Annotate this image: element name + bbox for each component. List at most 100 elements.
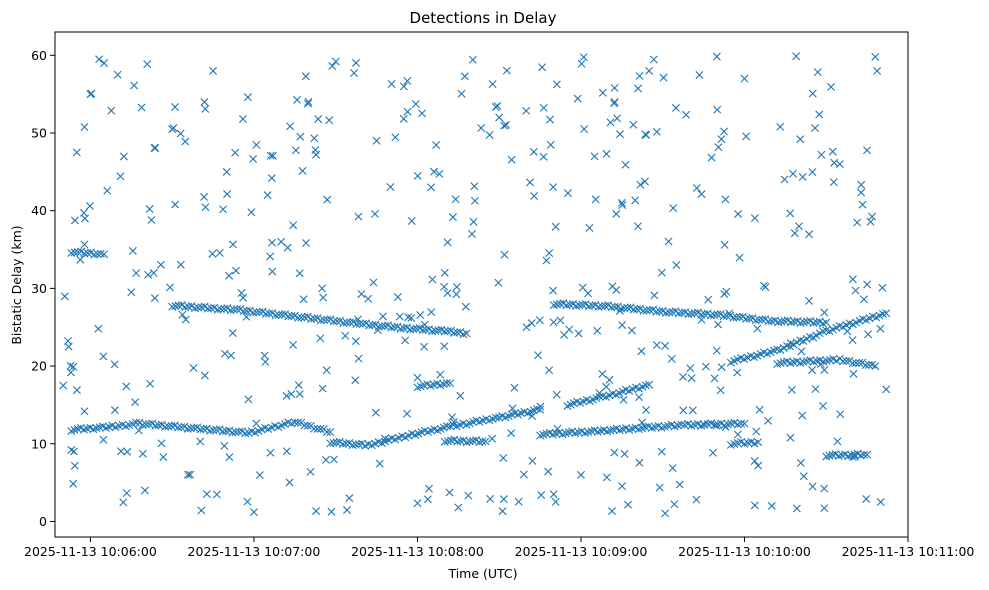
detection-marker-287 [700, 310, 709, 319]
detection-marker-290 [710, 311, 719, 319]
detection-marker-601 [882, 385, 891, 394]
detection-marker-50 [228, 428, 237, 437]
detection-marker-926 [830, 158, 839, 167]
detection-marker-912 [866, 217, 875, 226]
detection-marker-1020 [202, 490, 211, 499]
detection-marker-571 [304, 97, 313, 106]
detection-marker-822 [851, 452, 860, 461]
detection-marker-987 [612, 209, 621, 218]
detection-marker-307 [764, 317, 773, 326]
detection-marker-823 [549, 183, 558, 192]
detection-marker-167 [233, 305, 242, 314]
detection-marker-997 [759, 281, 768, 290]
detection-marker-1031 [535, 316, 544, 325]
detection-marker-626 [544, 467, 553, 476]
detection-marker-1025 [695, 70, 704, 79]
detection-marker-504 [96, 249, 105, 258]
detection-marker-803 [110, 406, 119, 415]
detection-marker-591 [713, 105, 722, 114]
detection-marker-1005 [449, 418, 458, 427]
detection-marker-77 [316, 424, 325, 433]
detection-marker-562 [127, 288, 136, 297]
detection-marker-632 [266, 448, 275, 457]
detection-marker-370 [677, 420, 686, 429]
detection-marker-325 [822, 318, 831, 327]
detection-marker-679 [171, 103, 179, 112]
detection-marker-598 [863, 280, 872, 289]
detection-marker-595 [808, 482, 817, 491]
detection-marker-38 [189, 423, 198, 432]
detection-marker-1009 [510, 383, 519, 392]
detection-marker-587 [617, 198, 626, 207]
detection-marker-983 [657, 447, 666, 456]
detection-marker-836 [634, 84, 643, 93]
detection-marker-955 [151, 143, 160, 152]
detection-marker-937 [123, 447, 132, 456]
detection-marker-542 [828, 450, 837, 459]
detection-marker-686 [239, 293, 248, 302]
detection-marker-993 [661, 509, 670, 518]
detection-marker-981 [80, 240, 89, 249]
detection-marker-34 [177, 423, 186, 432]
detection-marker-254 [594, 303, 603, 311]
detection-marker-161 [213, 305, 222, 314]
detection-marker-556 [67, 445, 76, 454]
detection-marker-321 [809, 318, 818, 327]
detection-marker-991 [70, 461, 79, 470]
detection-marker-963 [507, 429, 516, 438]
detection-marker-903 [351, 376, 360, 385]
detection-marker-930 [750, 457, 759, 466]
detection-marker-923 [820, 484, 829, 493]
detection-marker-156 [197, 303, 206, 312]
detection-marker-783 [602, 473, 611, 482]
detection-marker-970 [500, 250, 509, 259]
detection-marker-780 [595, 389, 604, 398]
detection-marker-303 [751, 316, 760, 325]
detection-marker-988 [671, 103, 680, 112]
detection-marker-308 [767, 317, 776, 326]
detection-marker-515 [442, 379, 451, 388]
detection-marker-650 [215, 248, 224, 257]
detection-marker-1017 [370, 209, 379, 218]
detection-marker-877 [606, 118, 615, 127]
detection-marker-841 [848, 275, 857, 284]
detection-marker-440 [805, 332, 814, 341]
detection-marker-908 [574, 329, 583, 338]
detection-marker-874 [790, 229, 799, 238]
detection-marker-635 [403, 409, 412, 418]
detection-marker-932 [789, 169, 797, 178]
detection-marker-688 [137, 103, 146, 112]
detection-marker-743 [585, 223, 594, 232]
detection-marker-1015 [298, 166, 307, 175]
detection-marker-180 [274, 310, 283, 319]
detection-marker-881 [196, 437, 205, 446]
detection-marker-201 [342, 318, 351, 327]
detection-marker-852 [551, 497, 560, 506]
detection-marker-684 [692, 184, 701, 193]
detection-marker-825 [169, 124, 178, 133]
detection-marker-722 [296, 132, 305, 141]
y-tick-label-1: 10 [31, 436, 47, 451]
detection-marker-702 [534, 351, 543, 360]
detection-marker-921 [420, 342, 429, 351]
detection-marker-846 [63, 337, 72, 346]
y-axis-label: Bistatic Delay (km) [9, 225, 24, 344]
detection-marker-631 [413, 499, 422, 508]
detection-marker-990 [499, 453, 508, 462]
detection-marker-48 [222, 426, 231, 435]
detection-marker-821 [813, 68, 822, 77]
detection-marker-620 [859, 295, 868, 304]
detection-marker-695 [657, 268, 666, 277]
detection-marker-218 [396, 324, 405, 333]
detection-marker-259 [610, 302, 619, 311]
detection-marker-786 [146, 379, 155, 388]
detection-marker-646 [593, 326, 602, 335]
detection-marker-589 [672, 261, 681, 270]
detection-marker-229 [431, 326, 440, 335]
detection-marker-491 [861, 361, 870, 370]
detection-marker-950 [621, 160, 630, 169]
detection-marker-813 [357, 290, 366, 299]
detection-marker-680 [342, 506, 351, 515]
detection-marker-904 [853, 218, 862, 227]
detection-marker-944 [243, 497, 252, 506]
